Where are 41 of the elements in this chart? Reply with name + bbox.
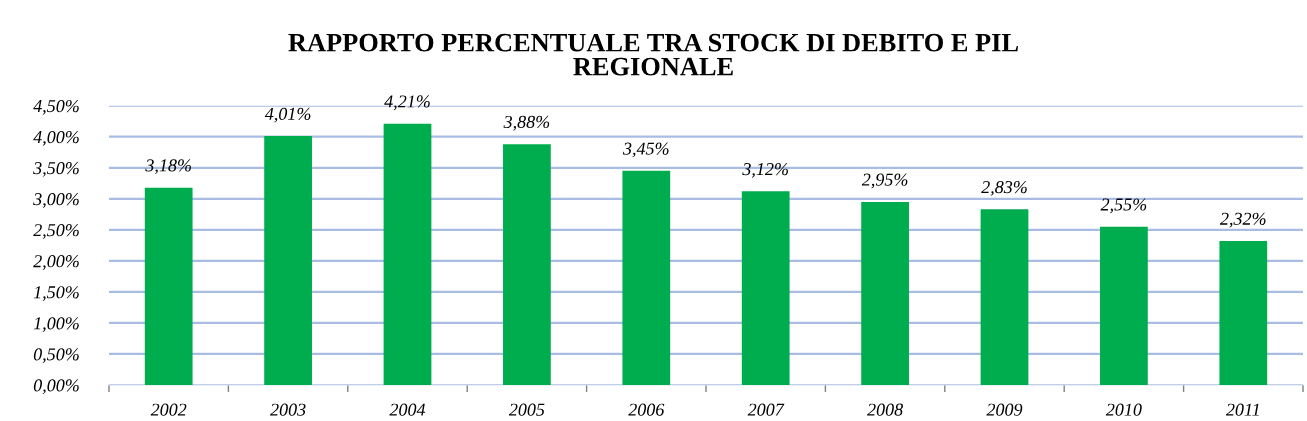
x-tick-label: 2009 [986, 403, 1023, 416]
x-tick-label: 2011 [1225, 403, 1259, 416]
bar [980, 209, 1029, 385]
bar [503, 144, 551, 385]
x-tick-label: 2003 [270, 403, 306, 416]
y-tick-label: 0,00% [33, 379, 79, 395]
data-label: 3,88% [503, 115, 550, 131]
x-tick-label: 2004 [389, 403, 426, 416]
bar [144, 187, 193, 385]
data-label: 4,21% [384, 95, 430, 111]
data-label: 2,83% [981, 181, 1027, 196]
x-tick-label: 2006 [628, 403, 665, 416]
x-tick-label: 2010 [1105, 403, 1142, 416]
data-label: 2,32% [1219, 212, 1266, 228]
bar [741, 191, 790, 385]
x-tick-label: 2008 [867, 403, 903, 416]
data-label: 2,55% [1100, 198, 1147, 214]
data-label: 3,45% [622, 142, 669, 158]
y-tick-label: 3,50% [33, 162, 79, 177]
bar [383, 123, 432, 385]
bar [622, 170, 671, 385]
data-label: 2,95% [861, 173, 908, 189]
y-tick-label: 2,00% [33, 255, 79, 270]
bar [264, 136, 312, 385]
y-tick-label: 3,00% [33, 193, 79, 208]
y-tick-label: 4,00% [33, 130, 79, 146]
chart-title: RAPPORTO PERCENTUALE TRA STOCK DI DEBITO E PIL REGIONALE [288, 33, 1018, 76]
bar [861, 201, 909, 385]
bar [1100, 226, 1148, 385]
data-label: 3,12% [742, 163, 788, 178]
y-tick-label: 2,50% [33, 224, 79, 239]
x-tick-label: 2005 [508, 403, 545, 416]
y-tick-label: 0,50% [33, 348, 79, 364]
x-tick-label: 2002 [150, 403, 187, 416]
data-label: 4,01% [264, 107, 311, 123]
y-tick-label: 4,50% [33, 99, 79, 115]
y-tick-label: 1,50% [33, 286, 79, 301]
bar [1219, 241, 1268, 385]
y-tick-label: 1,00% [33, 317, 79, 332]
data-label: 3,18% [145, 159, 191, 175]
x-tick-label: 2007 [747, 403, 785, 416]
